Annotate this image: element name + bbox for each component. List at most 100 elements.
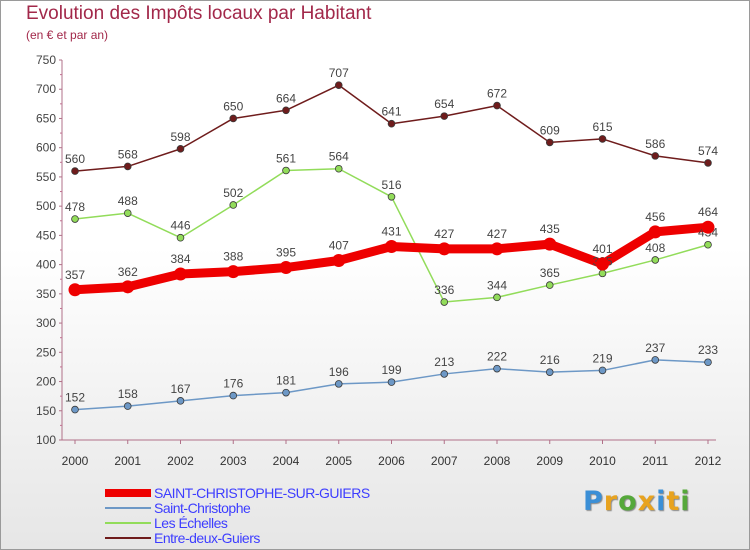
data-label-saint-christophe-sur-guiers: 427	[434, 227, 454, 241]
brand-logo-letter: P	[583, 486, 604, 517]
data-point-les-chelles	[176, 233, 185, 242]
y-tick-label: 300	[36, 316, 56, 330]
data-label-saint-christophe-sur-guiers: 464	[698, 205, 718, 219]
data-point-saint-christophe	[704, 358, 712, 367]
x-tick-label: 2000	[62, 454, 89, 468]
brand-logo-letter: i	[680, 486, 691, 517]
data-point-saint-christophe	[123, 402, 132, 410]
chart-title: Evolution des Impôts locaux par Habitant	[26, 3, 372, 24]
data-point-les-chelles	[545, 281, 554, 289]
y-tick-label: 650	[36, 111, 56, 125]
data-label-saint-christophe: 181	[276, 374, 296, 388]
data-point-saint-christophe-sur-guiers	[226, 265, 240, 279]
y-tick-label: 200	[36, 375, 56, 389]
data-label-saint-christophe: 233	[698, 343, 718, 357]
data-label-saint-christophe: 152	[65, 391, 85, 405]
x-tick-label: 2010	[589, 454, 616, 468]
series-line-entre-deux-guiers	[74, 84, 709, 172]
data-point-les-chelles	[440, 298, 449, 306]
data-label-les-chelles: 336	[434, 283, 454, 297]
legend-swatch	[105, 522, 151, 524]
data-label-saint-christophe-sur-guiers: 456	[645, 210, 665, 224]
data-label-saint-christophe-sur-guiers: 395	[276, 246, 296, 260]
y-tick-label: 150	[36, 404, 56, 418]
y-tick-label: 600	[36, 141, 56, 155]
data-point-saint-christophe-sur-guiers	[332, 254, 346, 268]
data-label-saint-christophe-sur-guiers: 401	[592, 242, 612, 256]
data-point-saint-christophe-sur-guiers	[279, 261, 293, 275]
data-point-les-chelles	[387, 193, 396, 201]
data-label-entre-deux-guiers: 707	[329, 66, 349, 80]
x-tick-label: 2002	[167, 454, 194, 468]
data-point-saint-christophe-sur-guiers	[437, 242, 451, 256]
data-point-entre-deux-guiers	[651, 152, 660, 160]
x-tick-label: 2001	[114, 454, 141, 468]
data-label-les-chelles: 478	[65, 200, 85, 214]
data-point-entre-deux-guiers	[704, 159, 712, 167]
data-label-saint-christophe: 222	[487, 350, 507, 364]
legend-label: Entre-deux-Guiers	[154, 530, 260, 546]
data-point-les-chelles	[123, 209, 132, 217]
legend-label: SAINT-CHRISTOPHE-SUR-GUIERS	[154, 485, 370, 501]
data-label-saint-christophe: 176	[223, 377, 243, 391]
data-label-saint-christophe: 213	[434, 355, 454, 369]
data-label-saint-christophe: 216	[540, 353, 560, 367]
data-point-saint-christophe-sur-guiers	[174, 267, 187, 281]
x-tick-label: 2008	[484, 454, 511, 468]
legend-label: Saint-Christophe	[154, 500, 251, 516]
data-point-entre-deux-guiers	[440, 112, 449, 120]
data-label-saint-christophe-sur-guiers: 362	[118, 265, 138, 279]
data-label-saint-christophe-sur-guiers: 431	[381, 224, 401, 238]
data-point-saint-christophe-sur-guiers	[68, 283, 82, 297]
data-point-saint-christophe	[334, 380, 343, 388]
data-point-entre-deux-guiers	[545, 138, 554, 147]
data-label-saint-christophe-sur-guiers: 357	[65, 268, 85, 282]
data-point-saint-christophe	[229, 391, 238, 400]
y-tick-label: 550	[36, 170, 56, 184]
data-point-saint-christophe	[493, 364, 501, 373]
brand-logo-letter: t	[666, 486, 681, 517]
data-label-saint-christophe-sur-guiers: 435	[540, 222, 560, 236]
data-label-les-chelles: 564	[329, 150, 349, 164]
x-tick-label: 2011	[642, 454, 668, 468]
data-point-saint-christophe	[651, 356, 660, 364]
data-point-les-chelles	[493, 293, 501, 302]
data-label-saint-christophe: 237	[645, 341, 665, 355]
y-tick-label: 100	[36, 433, 56, 447]
data-point-saint-christophe-sur-guiers	[543, 237, 557, 251]
data-label-saint-christophe-sur-guiers: 388	[223, 250, 243, 264]
data-label-entre-deux-guiers: 609	[540, 123, 560, 137]
y-tick-label: 250	[36, 345, 56, 359]
y-tick-label: 500	[36, 199, 56, 213]
data-point-saint-christophe	[282, 388, 290, 397]
brand-logo-letter: r	[603, 486, 619, 517]
x-tick-label: 2006	[378, 454, 405, 468]
x-tick-label: 2012	[695, 454, 722, 468]
data-point-les-chelles	[334, 164, 343, 173]
data-point-saint-christophe	[387, 378, 396, 386]
legend-swatch	[105, 537, 151, 539]
data-point-saint-christophe-sur-guiers	[701, 220, 715, 234]
data-point-entre-deux-guiers	[282, 106, 290, 115]
data-point-entre-deux-guiers	[334, 81, 343, 89]
data-label-saint-christophe: 167	[170, 382, 190, 396]
y-tick-label: 350	[36, 287, 56, 301]
x-tick-label: 2005	[325, 454, 352, 468]
data-label-les-chelles: 344	[487, 278, 507, 292]
data-label-saint-christophe: 196	[329, 365, 349, 379]
data-point-saint-christophe-sur-guiers	[490, 242, 504, 256]
data-label-entre-deux-guiers: 641	[381, 105, 401, 119]
data-point-entre-deux-guiers	[598, 135, 607, 143]
data-label-saint-christophe: 219	[592, 351, 612, 365]
data-label-les-chelles: 365	[540, 266, 560, 280]
data-point-saint-christophe-sur-guiers	[121, 280, 135, 294]
data-point-entre-deux-guiers	[123, 162, 132, 171]
data-point-les-chelles	[229, 201, 238, 209]
data-label-les-chelles: 446	[170, 219, 190, 233]
data-point-entre-deux-guiers	[176, 145, 185, 153]
data-label-saint-christophe: 199	[381, 363, 401, 377]
data-label-entre-deux-guiers: 560	[65, 152, 85, 166]
data-point-les-chelles	[598, 269, 607, 278]
